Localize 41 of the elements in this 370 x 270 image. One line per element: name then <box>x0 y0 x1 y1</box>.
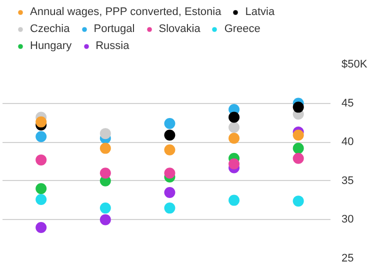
point <box>36 222 47 233</box>
point <box>292 142 304 154</box>
y-tick-label: 45 <box>342 97 354 110</box>
point <box>164 168 176 179</box>
point <box>228 132 240 144</box>
point <box>164 118 176 129</box>
point <box>100 214 111 226</box>
legend-label: Hungary <box>30 39 72 53</box>
point <box>164 202 176 214</box>
point <box>164 144 176 156</box>
legend-label: Annual wages, PPP converted, Estonia <box>30 5 222 19</box>
legend-label: Latvia <box>245 5 275 19</box>
point <box>36 194 47 206</box>
legend-label: Greece <box>224 22 260 36</box>
y-tick-label: 35 <box>342 174 354 187</box>
point <box>228 194 240 206</box>
y-tick-label: 40 <box>342 136 354 148</box>
legend-label: Slovakia <box>158 22 200 36</box>
point <box>100 168 111 179</box>
point <box>292 152 304 164</box>
y-tick-label: $50K <box>342 58 368 70</box>
point <box>228 158 240 170</box>
point <box>164 130 176 141</box>
point <box>36 116 47 128</box>
legend-label: Portugal <box>94 22 135 36</box>
point <box>100 202 111 214</box>
point <box>228 122 240 133</box>
point <box>228 112 240 123</box>
point <box>100 128 111 140</box>
point <box>100 142 111 154</box>
point <box>292 196 304 207</box>
point <box>292 130 304 141</box>
point <box>36 131 47 142</box>
legend-label: Russia <box>96 39 130 53</box>
legend-label: Czechia <box>30 22 70 36</box>
y-tick-label: 30 <box>342 214 354 226</box>
point <box>292 102 304 113</box>
y-tick-label: 25 <box>342 252 354 264</box>
point <box>164 187 176 198</box>
point <box>36 154 47 166</box>
point <box>36 183 47 194</box>
